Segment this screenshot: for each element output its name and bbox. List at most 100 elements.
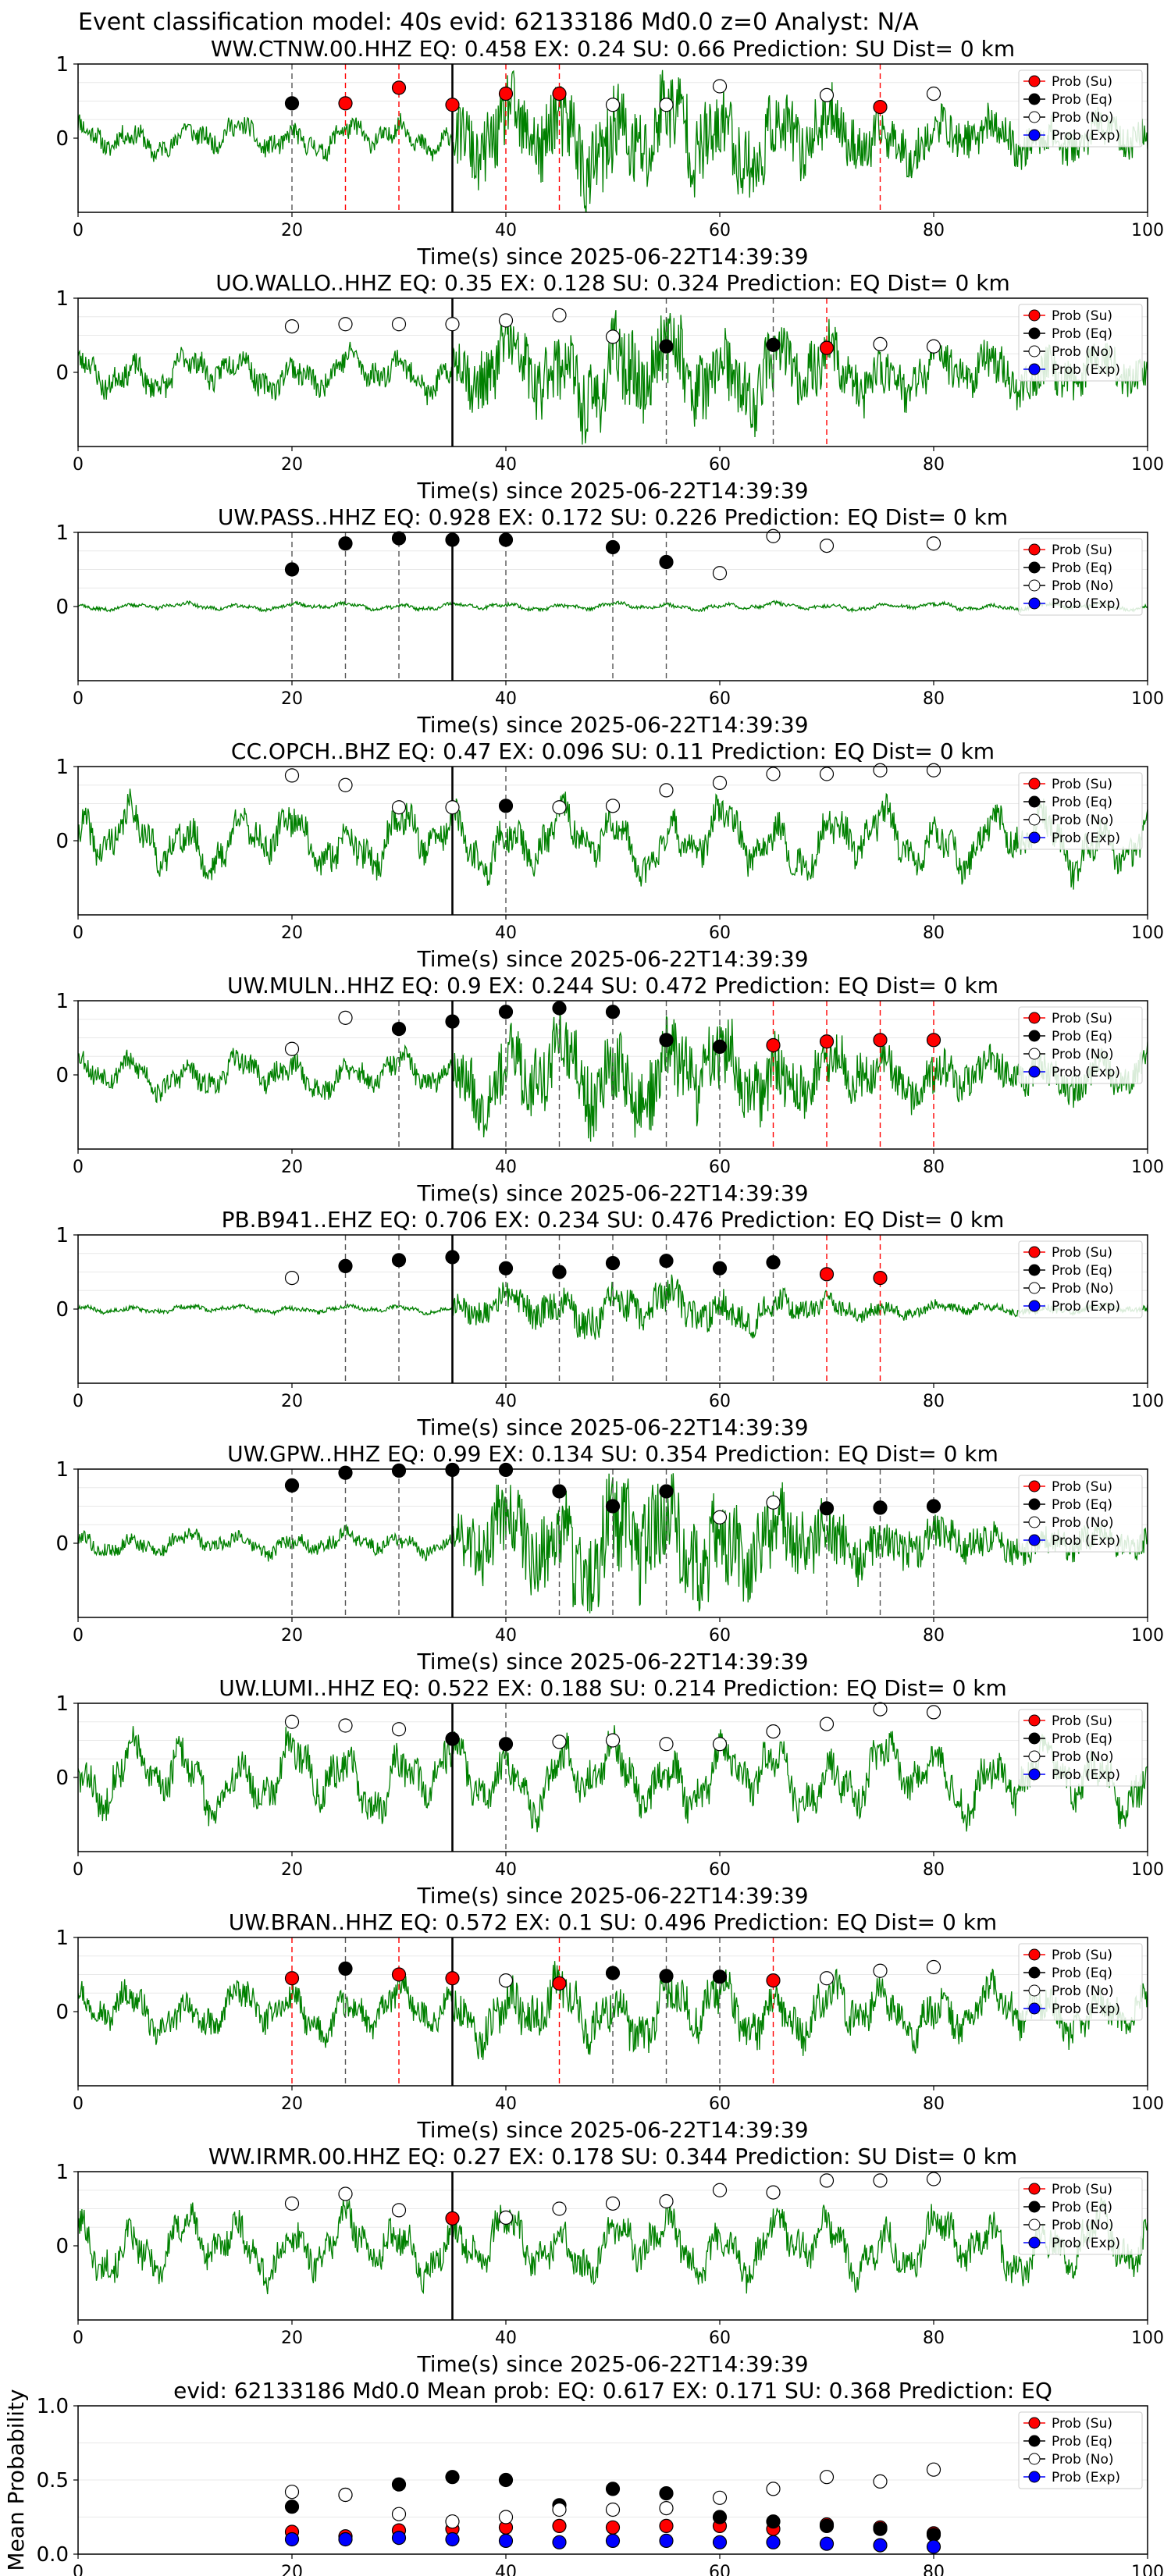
probability-point-eq bbox=[766, 337, 781, 352]
mean-point-exp bbox=[819, 2536, 835, 2551]
mean-point-no bbox=[338, 2487, 353, 2503]
probability-point-no bbox=[338, 1718, 353, 1733]
y-tick-label: 1 bbox=[55, 1224, 69, 1247]
mean-point-exp bbox=[445, 2532, 460, 2547]
axes-frame bbox=[77, 1468, 1148, 1618]
probability-point-eq bbox=[391, 1463, 407, 1478]
x-tick-label: 60 bbox=[709, 2094, 731, 2114]
panel-title: UW.MULN..HHZ EQ: 0.9 EX: 0.244 SU: 0.472… bbox=[227, 973, 998, 998]
legend-marker-exp bbox=[1028, 597, 1041, 610]
y-tick-label: 0.5 bbox=[37, 2469, 69, 2492]
x-tick-label: 0 bbox=[73, 1860, 84, 1880]
y-tick-label: 1 bbox=[55, 1458, 69, 1482]
probability-point-no bbox=[605, 329, 621, 344]
x-tick-label: 20 bbox=[281, 2094, 303, 2114]
probability-point-no bbox=[926, 2172, 941, 2186]
x-tick-label: 80 bbox=[923, 1158, 945, 1177]
probability-point-eq bbox=[338, 536, 353, 551]
legend-marker-eq bbox=[1028, 1030, 1041, 1042]
legend-label-no: Prob (No) bbox=[1052, 578, 1114, 594]
probability-point-eq bbox=[498, 1462, 514, 1478]
probability-point-no bbox=[605, 2196, 621, 2211]
probability-point-no bbox=[766, 767, 781, 781]
probability-point-eq bbox=[712, 1039, 728, 1055]
x-tick-label: 0 bbox=[73, 2563, 84, 2576]
probability-point-su bbox=[338, 96, 353, 111]
legend-label-exp: Prob (Exp) bbox=[1052, 1065, 1120, 1080]
mean-point-exp bbox=[659, 2533, 674, 2548]
x-tick-label: 60 bbox=[709, 221, 731, 240]
legend-label-eq: Prob (Eq) bbox=[1052, 795, 1112, 810]
mean-probability-panel: evid: 62133186 Md0.0 Mean prob: EQ: 0.61… bbox=[3, 2378, 1164, 2576]
y-tick-label: 1 bbox=[55, 756, 69, 779]
mean-point-no bbox=[605, 2502, 621, 2517]
probability-point-eq bbox=[605, 1005, 621, 1019]
legend-label-no: Prob (No) bbox=[1052, 1515, 1114, 1531]
legend-marker-exp bbox=[1028, 2002, 1041, 2015]
probability-point-eq bbox=[712, 1969, 728, 1984]
x-tick-label: 60 bbox=[709, 455, 731, 475]
probability-point-eq bbox=[338, 1961, 353, 1976]
legend-marker-su bbox=[1028, 777, 1041, 790]
legend-label-no: Prob (No) bbox=[1052, 2452, 1114, 2467]
mean-point-su bbox=[605, 2520, 621, 2535]
legend-label-exp: Prob (Exp) bbox=[1052, 2470, 1120, 2485]
probability-point-no bbox=[659, 783, 674, 798]
legend-label-su: Prob (Su) bbox=[1052, 1479, 1112, 1495]
legend-box bbox=[1018, 538, 1143, 616]
x-tick-label: 60 bbox=[709, 1158, 731, 1177]
probability-point-su bbox=[284, 1971, 300, 1986]
legend-label-su: Prob (Su) bbox=[1052, 308, 1112, 324]
legend-marker-no bbox=[1028, 1516, 1041, 1528]
panel-title: WW.IRMR.00.HHZ EQ: 0.27 EX: 0.178 SU: 0.… bbox=[208, 2144, 1017, 2169]
x-tick-label: 60 bbox=[709, 1860, 731, 1880]
y-tick-label: 1 bbox=[55, 990, 69, 1013]
mean-point-no bbox=[391, 2507, 407, 2521]
probability-point-eq bbox=[445, 1014, 460, 1029]
probability-point-eq bbox=[712, 1261, 728, 1276]
legend-marker-exp bbox=[1028, 363, 1041, 375]
mean-point-eq bbox=[284, 2500, 300, 2514]
x-tick-label: 100 bbox=[1131, 455, 1164, 475]
probability-point-eq bbox=[873, 1500, 888, 1515]
probability-point-no bbox=[605, 98, 621, 112]
x-tick-label: 20 bbox=[281, 2329, 303, 2348]
waveform-trace bbox=[78, 69, 1148, 212]
x-tick-label: 100 bbox=[1131, 1158, 1164, 1177]
probability-point-no bbox=[498, 2210, 514, 2225]
axes-frame bbox=[77, 2405, 1148, 2555]
mean-point-eq bbox=[445, 2470, 460, 2485]
probability-point-eq bbox=[391, 531, 407, 546]
legend-marker-su bbox=[1028, 1012, 1041, 1024]
probability-point-no bbox=[819, 2173, 835, 2188]
x-tick-label: 80 bbox=[923, 455, 945, 475]
legend-label-exp: Prob (Exp) bbox=[1052, 1299, 1120, 1315]
x-tick-label: 80 bbox=[923, 923, 945, 943]
probability-point-no bbox=[338, 777, 353, 792]
legend-marker-no bbox=[1028, 2453, 1041, 2465]
probability-point-no bbox=[766, 528, 781, 543]
probability-point-su bbox=[766, 1973, 781, 1988]
legend-marker-exp bbox=[1028, 1066, 1041, 1078]
probability-point-no bbox=[873, 2173, 888, 2188]
legend-label-eq: Prob (Eq) bbox=[1052, 2434, 1112, 2450]
probability-point-eq bbox=[338, 1465, 353, 1480]
probability-point-eq bbox=[605, 1499, 621, 1514]
x-tick-label: 20 bbox=[281, 689, 303, 709]
x-tick-label: 40 bbox=[495, 2563, 517, 2576]
panel-title: UO.WALLO..HHZ EQ: 0.35 EX: 0.128 SU: 0.3… bbox=[215, 270, 1009, 296]
panel-title: UW.GPW..HHZ EQ: 0.99 EX: 0.134 SU: 0.354… bbox=[227, 1441, 998, 1467]
panel-title: WW.CTNW.00.HHZ EQ: 0.458 EX: 0.24 SU: 0.… bbox=[211, 36, 1015, 62]
legend-marker-exp bbox=[1028, 1300, 1041, 1312]
mean-point-exp bbox=[284, 2532, 300, 2547]
probability-point-su bbox=[552, 86, 567, 101]
figure-title: Event classification model: 40s evid: 62… bbox=[78, 9, 919, 36]
probability-point-no bbox=[338, 1010, 353, 1025]
station-panel-uw-muln--hhz: UW.MULN..HHZ EQ: 0.9 EX: 0.244 SU: 0.472… bbox=[55, 973, 1164, 1206]
probability-point-no bbox=[873, 336, 888, 351]
mean-point-eq bbox=[926, 2528, 941, 2542]
probability-point-no bbox=[391, 1722, 407, 1737]
y-tick-label: 0 bbox=[55, 1064, 69, 1087]
x-tick-label: 0 bbox=[73, 1392, 84, 1411]
